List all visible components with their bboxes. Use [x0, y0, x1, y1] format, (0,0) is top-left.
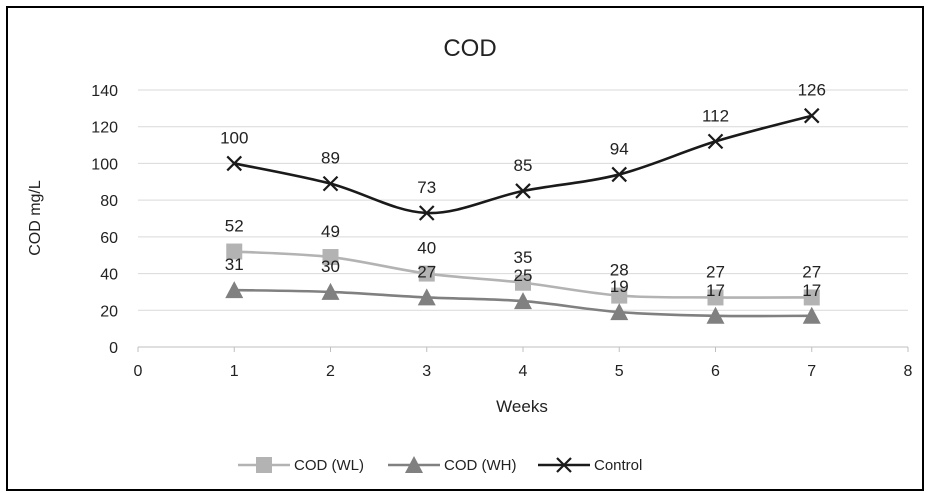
data-label-cod-wl: 27 [802, 262, 821, 281]
y-tick-label: 120 [91, 120, 118, 137]
data-point-control [322, 175, 339, 192]
chart-title: COD [443, 35, 496, 62]
x-tick-label: 2 [326, 363, 335, 380]
y-tick-label: 80 [100, 193, 118, 210]
data-point-control [226, 155, 243, 172]
data-point-cod-wh [321, 282, 340, 300]
x-tick-label: 4 [519, 363, 528, 380]
data-label-cod-wh: 19 [610, 277, 629, 296]
legend-label-cod-wl: COD (WL) [294, 457, 364, 474]
data-point-cod-wl [515, 274, 531, 291]
data-point-cod-wh [514, 292, 532, 310]
data-point-control [515, 183, 531, 199]
legend-marker-cod-wl [256, 457, 272, 473]
data-label-cod-wh: 17 [706, 281, 725, 300]
data-point-control [418, 205, 435, 221]
y-tick-label: 140 [91, 83, 118, 100]
data-label-cod-wl: 49 [321, 222, 340, 241]
data-label-cod-wl: 52 [225, 217, 244, 236]
data-label-control: 126 [798, 81, 826, 100]
data-label-control: 112 [702, 106, 729, 125]
data-label-cod-wh: 30 [321, 257, 340, 276]
data-point-control [803, 107, 820, 124]
data-label-control: 73 [417, 178, 436, 197]
data-label-control: 100 [220, 128, 248, 147]
data-label-cod-wh: 17 [802, 281, 821, 300]
x-tick-label: 0 [134, 363, 143, 380]
data-point-cod-wh [706, 306, 725, 324]
data-label-cod-wl: 27 [706, 262, 725, 281]
legend-label-cod-wh: COD (WH) [444, 457, 516, 474]
data-label-cod-wl: 28 [610, 261, 629, 280]
data-labels: 52 49 40 35 28 27 27 31 30 27 25 19 17 17 100 89 73 85 94 1… [220, 81, 826, 300]
legend: COD (WL) COD (WH) Control [238, 456, 642, 474]
data-label-control: 89 [321, 149, 340, 168]
data-point-cod-wh [417, 288, 436, 306]
x-tick-label: 5 [615, 363, 624, 380]
y-axis-label: COD mg/L [27, 180, 44, 256]
data-label-cod-wl: 35 [514, 248, 533, 267]
x-tick-label: 8 [904, 363, 913, 380]
data-label-cod-wh: 25 [514, 266, 533, 285]
data-point-cod-wl [418, 265, 435, 282]
x-tick-label: 7 [807, 363, 816, 380]
data-label-control: 85 [514, 156, 533, 175]
legend-marker-control [556, 457, 572, 473]
data-point-control [611, 166, 628, 183]
data-point-cod-wh [225, 281, 244, 299]
data-label-cod-wl: 40 [417, 239, 436, 258]
series-layer [225, 107, 821, 324]
data-label-cod-wh: 27 [417, 262, 436, 281]
data-point-cod-wh [610, 303, 629, 321]
data-point-cod-wl [707, 289, 724, 306]
axes: 0 20 40 60 80 100 120 140 0 1 2 3 4 5 6 7 8 [91, 83, 912, 380]
data-point-cod-wl [611, 287, 628, 304]
chart-frame [6, 6, 924, 491]
y-tick-label: 60 [100, 230, 118, 247]
y-tick-label: 100 [91, 156, 118, 173]
data-point-cod-wl [803, 289, 820, 306]
x-tick-label: 3 [422, 363, 431, 380]
data-label-control: 94 [610, 139, 629, 158]
x-tick-label: 6 [711, 363, 720, 380]
data-label-cod-wh: 31 [225, 255, 244, 274]
y-tick-label: 40 [100, 267, 118, 284]
x-tick-label: 1 [230, 363, 239, 380]
y-tick-label: 0 [109, 340, 118, 357]
y-tick-label: 20 [100, 303, 118, 320]
legend-marker-cod-wh [405, 456, 423, 473]
data-point-cod-wl [226, 243, 243, 260]
data-point-cod-wh [802, 306, 821, 324]
data-point-cod-wl [322, 249, 339, 266]
x-axis-label: Weeks [496, 397, 548, 416]
legend-label-control: Control [594, 457, 642, 474]
gridlines [138, 89, 908, 311]
data-point-control [707, 133, 724, 150]
